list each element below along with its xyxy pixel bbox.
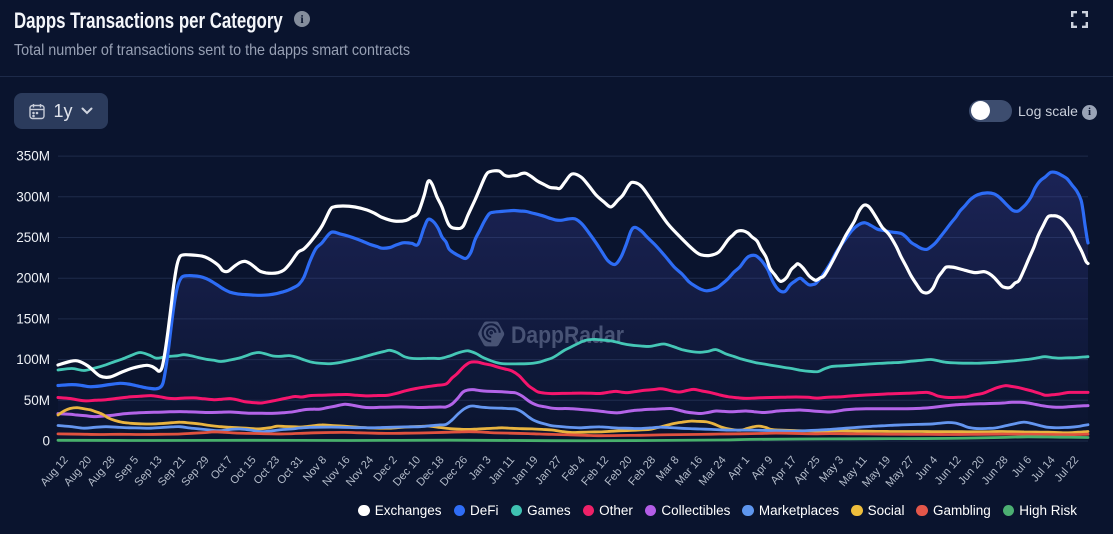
svg-text:Apr 25: Apr 25: [792, 454, 823, 487]
svg-text:Oct 31: Oct 31: [275, 454, 306, 487]
svg-text:Jul 22: Jul 22: [1053, 454, 1082, 484]
svg-text:Jun 28: Jun 28: [980, 454, 1011, 487]
svg-text:Apr 1: Apr 1: [726, 454, 753, 482]
svg-text:50M: 50M: [24, 393, 50, 408]
svg-text:0: 0: [42, 434, 50, 449]
svg-text:150M: 150M: [16, 311, 50, 326]
svg-text:200M: 200M: [16, 271, 50, 286]
svg-text:300M: 300M: [16, 189, 50, 204]
svg-text:100M: 100M: [16, 352, 50, 367]
svg-text:Jul 14: Jul 14: [1029, 454, 1058, 484]
svg-text:Jan 27: Jan 27: [533, 454, 564, 487]
svg-text:250M: 250M: [16, 230, 50, 245]
svg-text:350M: 350M: [16, 149, 50, 164]
